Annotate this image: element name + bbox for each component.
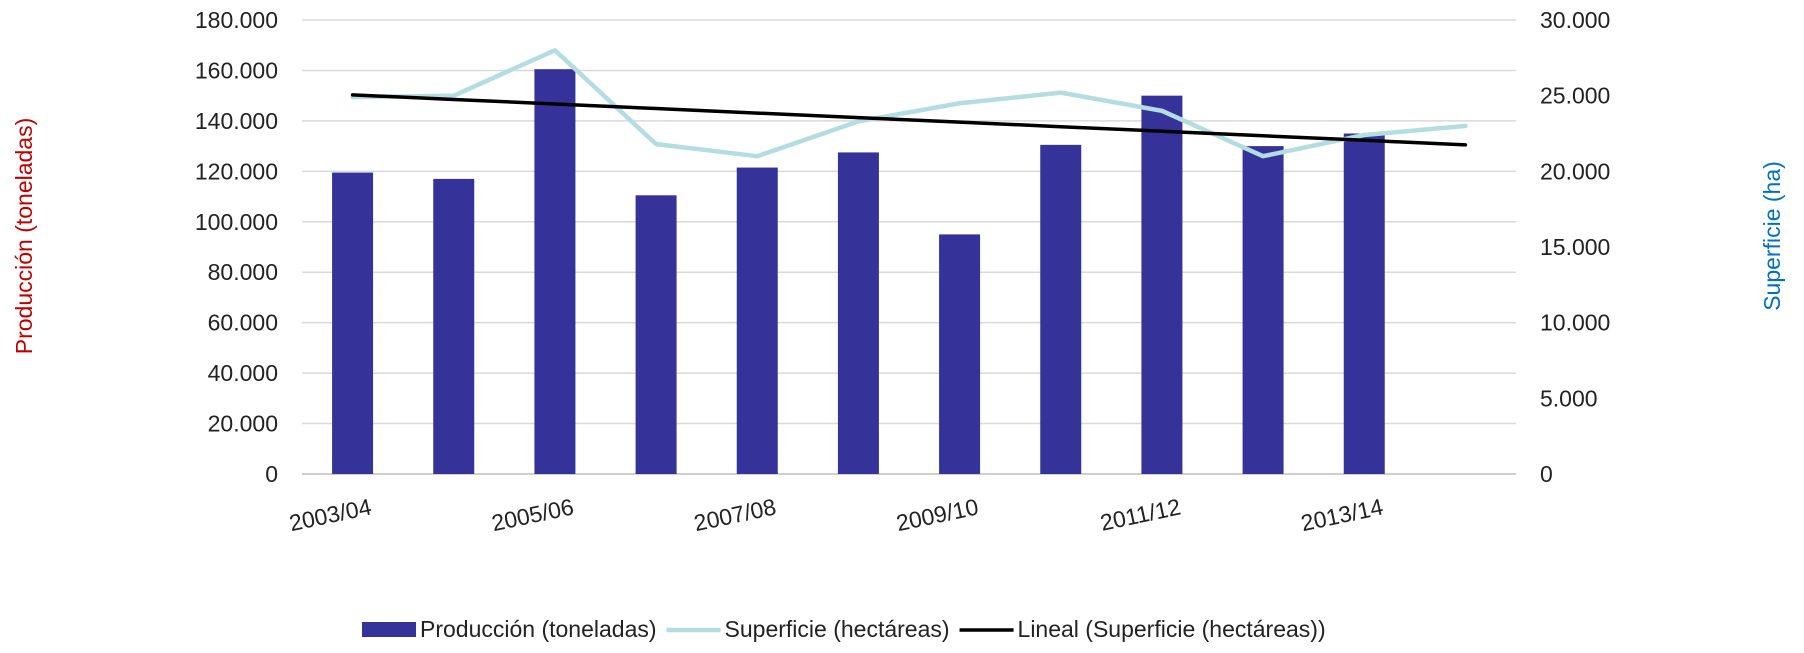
bar — [939, 234, 981, 474]
left-axis-ticks: 0 20.000 40.000 60.000 80.000 100.000 120.000 1… — [195, 7, 278, 487]
bar — [1242, 146, 1284, 474]
right-tick-label: 5.000 — [1540, 385, 1598, 411]
bar — [736, 167, 778, 475]
left-tick-label: 100.000 — [195, 209, 278, 235]
trendline-series-line — [350, 93, 1468, 147]
left-tick-label: 40.000 — [208, 360, 278, 386]
line-series-line — [350, 48, 1468, 159]
legend-label: Producción (toneladas) — [420, 616, 657, 642]
bar — [635, 195, 677, 475]
bar — [837, 152, 879, 474]
left-tick-label: 80.000 — [208, 259, 278, 285]
grid-lines — [302, 19, 1516, 475]
line-series — [350, 48, 1468, 159]
bar — [332, 172, 374, 474]
right-axis-title: Superficie (ha) — [1759, 161, 1785, 311]
bar — [1343, 133, 1385, 474]
left-tick-label: 0 — [265, 461, 278, 487]
x-tick-label: 2013/14 — [1299, 493, 1386, 536]
bar — [433, 178, 475, 474]
bar — [1040, 144, 1082, 474]
legend-swatch — [362, 622, 416, 637]
legend-label: Superficie (hectáreas) — [725, 616, 950, 642]
x-tick-label: 2005/06 — [489, 493, 576, 536]
legend: Producción (toneladas) Superficie (hectár… — [362, 616, 1326, 642]
bar — [1141, 95, 1183, 475]
bar — [534, 69, 576, 474]
left-axis-title: Producción (toneladas) — [11, 118, 37, 355]
right-tick-label: 25.000 — [1540, 83, 1610, 109]
right-tick-label: 15.000 — [1540, 234, 1610, 260]
left-tick-label: 140.000 — [195, 108, 278, 134]
right-tick-label: 0 — [1540, 461, 1553, 487]
left-tick-label: 60.000 — [208, 310, 278, 336]
legend-label: Lineal (Superficie (hectáreas)) — [1018, 616, 1326, 642]
left-tick-label: 120.000 — [195, 158, 278, 184]
bar-series — [332, 69, 1385, 475]
right-tick-label: 10.000 — [1540, 310, 1610, 336]
x-tick-label: 2003/04 — [287, 493, 374, 536]
right-tick-label: 20.000 — [1540, 158, 1610, 184]
x-tick-label: 2011/12 — [1098, 493, 1183, 535]
x-axis-ticks: 2003/04 2005/06 2007/08 2009/10 2011/12 2013/… — [287, 493, 1386, 536]
left-tick-label: 160.000 — [195, 57, 278, 83]
right-axis-ticks: 0 5.000 10.000 15.000 20.000 25.000 30.000 — [1540, 7, 1610, 487]
x-tick-label: 2009/10 — [894, 493, 981, 536]
left-tick-label: 180.000 — [195, 7, 278, 33]
left-tick-label: 20.000 — [208, 411, 278, 437]
right-tick-label: 30.000 — [1540, 7, 1610, 33]
x-tick-label: 2007/08 — [692, 493, 779, 536]
